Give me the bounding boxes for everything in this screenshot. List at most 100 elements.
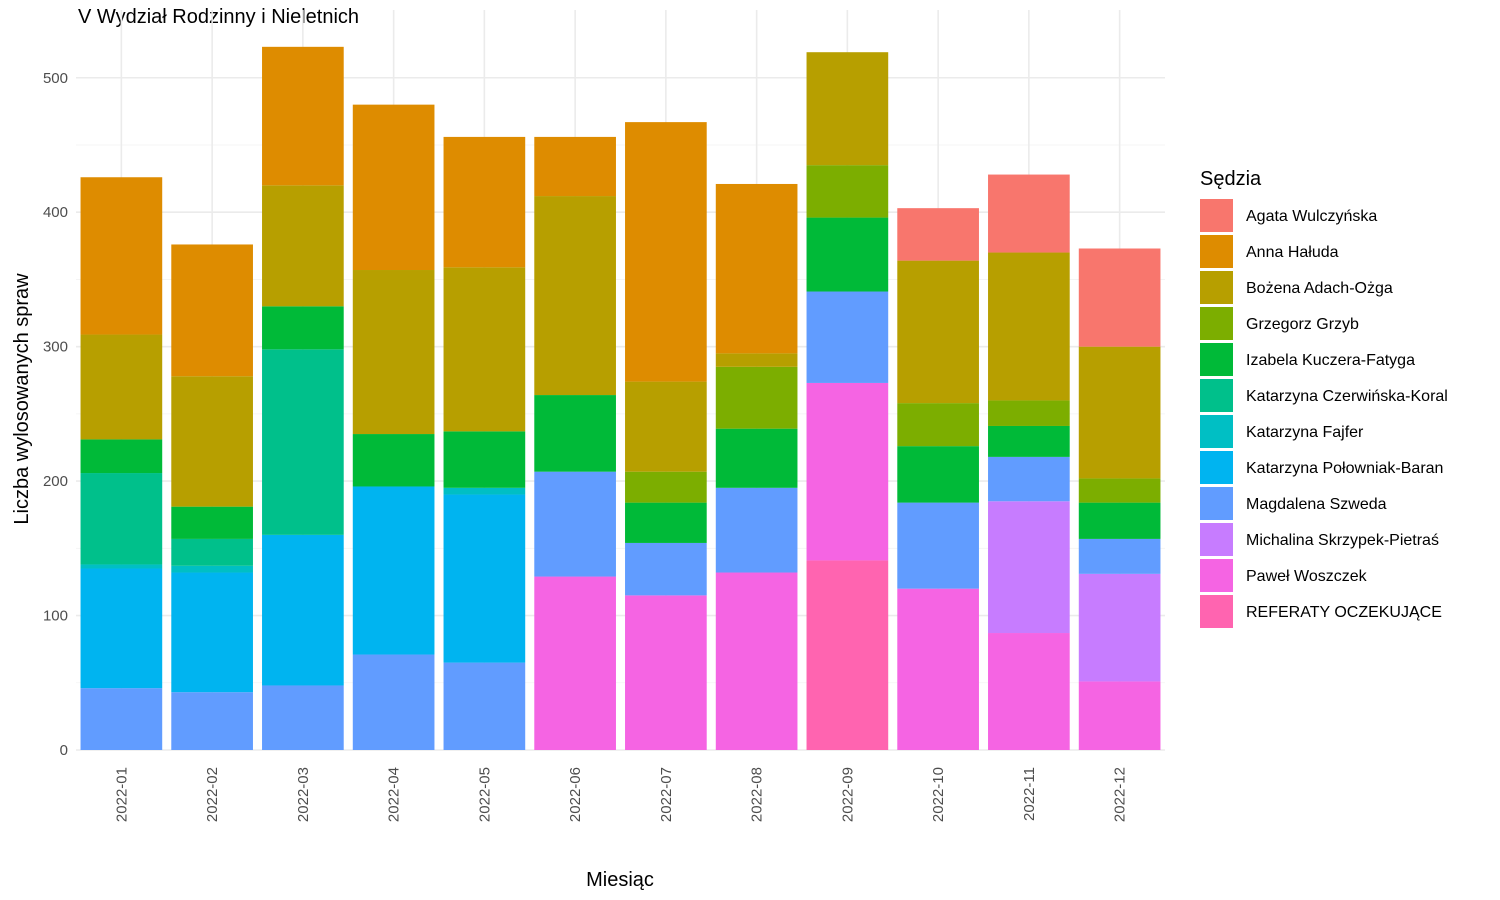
bar-segment <box>443 662 526 750</box>
y-axis-label: Liczba wylosowanych spraw <box>11 273 33 525</box>
legend-swatch <box>1200 415 1233 448</box>
bar-segment <box>171 376 253 507</box>
bar-segment <box>80 334 163 440</box>
y-tick-label: 200 <box>43 473 68 490</box>
bar-segment <box>897 446 979 503</box>
bar-segment <box>715 487 798 573</box>
bar-segment <box>988 456 1070 502</box>
bar-segment <box>80 177 163 335</box>
bar-segment <box>988 174 1070 253</box>
bar-segment <box>352 654 435 750</box>
bar-segment <box>171 506 253 539</box>
bar-segment <box>806 217 889 292</box>
bar-segment <box>806 52 889 166</box>
x-tick-label: 2022-02 <box>204 767 221 822</box>
legend-swatch <box>1200 451 1233 484</box>
legend-label: Paweł Woszczek <box>1246 568 1368 585</box>
bar-segment <box>171 692 253 750</box>
bar-segment <box>262 306 344 350</box>
bar-segment <box>715 572 798 750</box>
legend: Sędzia Agata Wulczyńska Anna Hałuda Bożena… <box>1200 168 1448 628</box>
legend-label: Anna Hałuda <box>1246 244 1339 261</box>
bar-segment <box>80 473 163 565</box>
bar-segment <box>80 564 163 569</box>
x-tick-label: 2022-04 <box>386 767 403 822</box>
legend-label: Izabela Kuczera-Fatyga <box>1246 352 1415 369</box>
bar-segment <box>443 136 526 268</box>
bar-segment <box>352 270 435 435</box>
bar-segment <box>443 431 526 488</box>
bar-segment <box>897 260 979 404</box>
bar-segment <box>715 366 798 429</box>
legend-swatch <box>1200 559 1233 592</box>
legend-swatch <box>1200 343 1233 376</box>
bar-segment <box>534 395 616 472</box>
legend-swatch <box>1200 523 1233 556</box>
bar-stacks <box>80 46 1161 750</box>
bar-segment <box>715 353 798 367</box>
bar-segment <box>1078 346 1161 479</box>
bar-segment <box>988 252 1070 401</box>
legend-swatch <box>1200 235 1233 268</box>
bar-segment <box>352 104 435 271</box>
bar-segment <box>1078 681 1161 750</box>
legend-label: Michalina Skrzypek-Pietraś <box>1246 532 1439 549</box>
bar-segment <box>80 688 163 750</box>
bar-segment <box>534 576 616 750</box>
bar-segment <box>806 560 889 750</box>
legend-label: REFERATY OCZEKUJĄCE <box>1246 604 1442 621</box>
bar-segment <box>534 471 616 577</box>
bar-segment <box>534 136 616 197</box>
bar-segment <box>1078 573 1161 682</box>
bar-segment <box>534 196 616 396</box>
x-tick-label: 2022-03 <box>295 767 312 822</box>
bar-segment <box>806 382 889 561</box>
y-tick-label: 400 <box>43 204 68 221</box>
bar-segment <box>625 595 707 750</box>
y-tick-label: 300 <box>43 339 68 356</box>
legend-swatch <box>1200 487 1233 520</box>
bar-segment <box>988 400 1070 426</box>
bar-segment <box>897 208 979 261</box>
chart-title: V Wydział Rodzinny i Nieletnich <box>78 6 360 28</box>
x-tick-label: 2022-08 <box>749 767 766 822</box>
x-tick-label: 2022-09 <box>839 767 856 822</box>
legend-label: Agata Wulczyńska <box>1246 208 1377 225</box>
bar-segment <box>988 501 1070 634</box>
x-axis-ticks: 2022-01 2022-02 2022-03 2022-04 2022-05 2022-… <box>113 767 1128 822</box>
bar-segment <box>988 633 1070 750</box>
y-axis-ticks: 0 100 200 300 400 500 <box>43 70 68 759</box>
bar-segment <box>897 403 979 447</box>
bar-segment <box>988 425 1070 457</box>
bar-segment <box>171 538 253 566</box>
x-tick-label: 2022-12 <box>1112 767 1129 822</box>
bar-segment <box>806 291 889 383</box>
bar-segment <box>625 122 707 382</box>
legend-swatch <box>1200 307 1233 340</box>
bar-segment <box>806 165 889 218</box>
bar-segment <box>262 349 344 535</box>
x-tick-label: 2022-10 <box>930 767 947 822</box>
bar-segment <box>715 428 798 488</box>
legend-swatch <box>1200 595 1233 628</box>
bar-segment <box>625 502 707 543</box>
bar-segment <box>80 568 163 689</box>
x-axis-label: Miesiąc <box>586 869 654 891</box>
legend-label: Grzegorz Grzyb <box>1246 316 1359 333</box>
bar-segment <box>625 381 707 472</box>
legend-label: Katarzyna Fajfer <box>1246 424 1364 441</box>
y-tick-label: 100 <box>43 608 68 625</box>
bar-segment <box>897 588 979 750</box>
bar-segment <box>443 267 526 432</box>
y-tick-label: 500 <box>43 70 68 87</box>
bar-segment <box>443 494 526 663</box>
bar-segment <box>352 434 435 487</box>
bar-segment <box>1078 478 1161 503</box>
legend-swatch <box>1200 199 1233 232</box>
x-tick-label: 2022-05 <box>476 767 493 822</box>
bar-segment <box>625 471 707 503</box>
bar-segment <box>80 439 163 474</box>
legend-label: Bożena Adach-Ożga <box>1246 280 1393 297</box>
bar-segment <box>262 534 344 686</box>
